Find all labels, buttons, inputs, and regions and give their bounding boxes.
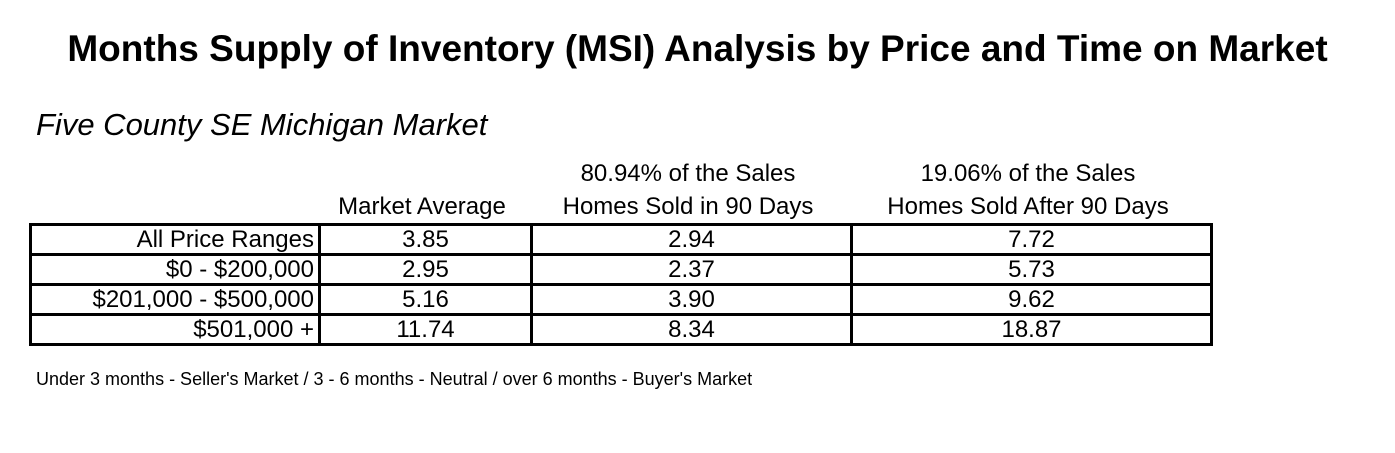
column-header-sold-in-90-share: 80.94% of the Sales <box>580 160 796 187</box>
msi-table: All Price Ranges 3.85 2.94 7.72 $0 - $20… <box>29 223 1213 346</box>
row-label: All Price Ranges <box>29 223 321 256</box>
column-header-market-average-label: Market Average <box>338 193 506 220</box>
cell-sold-after-90: 18.87 <box>850 313 1213 346</box>
row-label: $501,000 + <box>29 313 321 346</box>
page-subtitle: Five County SE Michigan Market <box>36 107 488 142</box>
table-row: All Price Ranges 3.85 2.94 7.72 <box>29 223 1213 256</box>
row-label: $201,000 - $500,000 <box>29 283 321 316</box>
cell-sold-in-90: 2.94 <box>530 223 853 256</box>
column-header-market-average: Market Average <box>318 190 526 223</box>
table-row: $501,000 + 11.74 8.34 18.87 <box>29 313 1213 346</box>
cell-market-average: 5.16 <box>318 283 533 316</box>
cell-sold-in-90: 8.34 <box>530 313 853 346</box>
cell-sold-after-90: 7.72 <box>850 223 1213 256</box>
cell-market-average: 11.74 <box>318 313 533 346</box>
row-label: $0 - $200,000 <box>29 253 321 286</box>
cell-sold-after-90: 9.62 <box>850 283 1213 316</box>
column-header-sold-after-90-label: Homes Sold After 90 Days <box>887 193 1169 220</box>
footnote: Under 3 months - Seller's Market / 3 - 6… <box>36 369 753 389</box>
cell-sold-in-90: 2.37 <box>530 253 853 286</box>
column-header-sold-in-90-label: Homes Sold in 90 Days <box>562 193 814 220</box>
cell-sold-after-90: 5.73 <box>850 253 1213 286</box>
cell-market-average: 2.95 <box>318 253 533 286</box>
column-header-sold-after-90-share: 19.06% of the Sales <box>920 160 1136 187</box>
cell-market-average: 3.85 <box>318 223 533 256</box>
table-row: $201,000 - $500,000 5.16 3.90 9.62 <box>29 283 1213 316</box>
column-header-sold-after-90: 19.06% of the Sales Homes Sold After 90 … <box>850 157 1206 223</box>
page-title: Months Supply of Inventory (MSI) Analysi… <box>67 28 1328 69</box>
table-row: $0 - $200,000 2.95 2.37 5.73 <box>29 253 1213 286</box>
cell-sold-in-90: 3.90 <box>530 283 853 316</box>
column-header-sold-in-90: 80.94% of the Sales Homes Sold in 90 Day… <box>528 157 848 223</box>
